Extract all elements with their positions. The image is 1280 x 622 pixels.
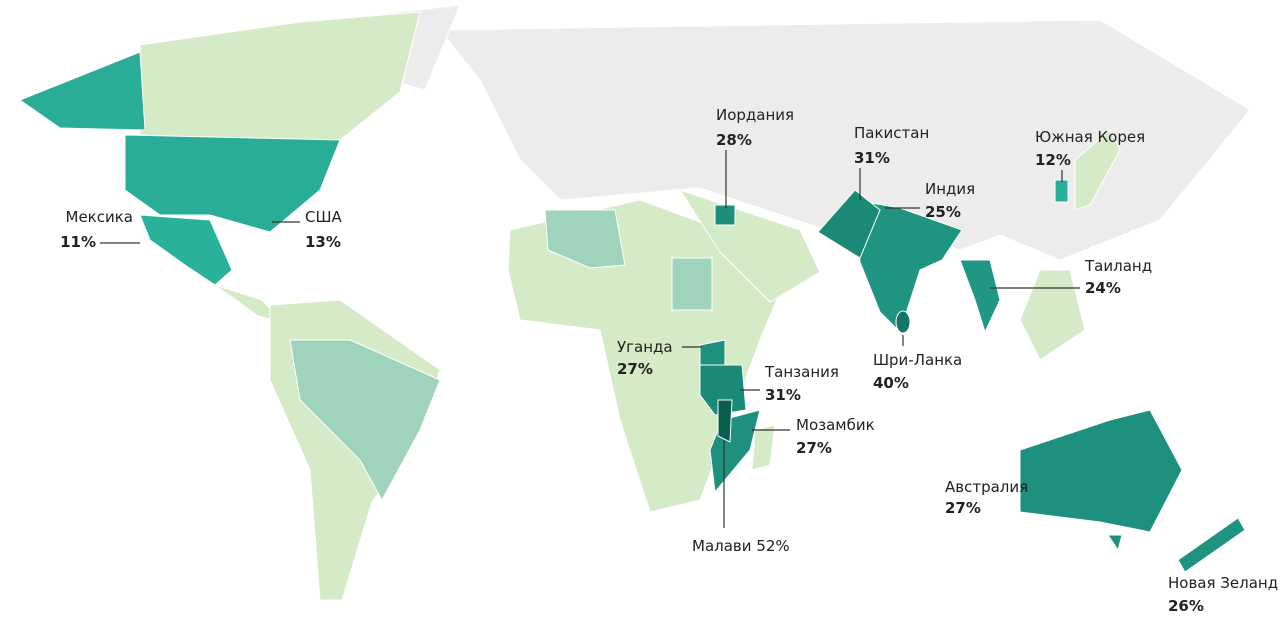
country-name: Индия (925, 180, 975, 198)
country (895, 310, 911, 334)
country (1177, 517, 1246, 573)
country (124, 134, 341, 233)
land (671, 257, 713, 311)
country-name: Шри-Ланка (873, 351, 962, 369)
country (1054, 179, 1069, 203)
country (717, 399, 733, 443)
country (817, 189, 881, 259)
country-value: 28% (716, 131, 752, 149)
country-name: Танзания (764, 363, 839, 381)
country-name: Мозамбик (796, 416, 875, 434)
country-value: 27% (945, 499, 981, 517)
country-name: Уганда (617, 338, 673, 356)
country (699, 339, 726, 366)
country (959, 259, 1001, 334)
country (1107, 534, 1123, 552)
country-name: Пакистан (854, 124, 929, 142)
country-value: 31% (765, 386, 801, 404)
land (544, 209, 626, 269)
country-name: Австралия (945, 478, 1028, 496)
country (139, 214, 233, 286)
country-value: 24% (1085, 279, 1121, 297)
land (1074, 129, 1121, 211)
country-name: Мексика (66, 208, 133, 226)
country-value: 26% (1168, 597, 1204, 615)
country-value: 13% (305, 233, 341, 251)
country-name: Таиланд (1084, 257, 1152, 275)
country-value: 31% (854, 149, 890, 167)
country-name: Новая Зеланд (1168, 574, 1278, 592)
country (714, 204, 736, 226)
country (1019, 409, 1183, 533)
country-value: 11% (60, 233, 96, 251)
country-name: США (305, 208, 343, 226)
land (1019, 269, 1086, 361)
country-name: Малави (692, 537, 752, 555)
country-name: Иордания (716, 106, 794, 124)
country (854, 199, 963, 333)
country-value: 40% (873, 374, 909, 392)
country-label: Малави 52% (692, 537, 790, 555)
land (139, 11, 421, 141)
land (289, 339, 441, 502)
country-value: 25% (925, 203, 961, 221)
land (751, 424, 776, 471)
country-value: 52% (756, 537, 789, 555)
country-name: Южная Корея (1035, 128, 1145, 146)
country-value: 27% (617, 360, 653, 378)
country-value: 27% (796, 439, 832, 457)
country-value: 12% (1035, 151, 1071, 169)
country (18, 51, 146, 131)
